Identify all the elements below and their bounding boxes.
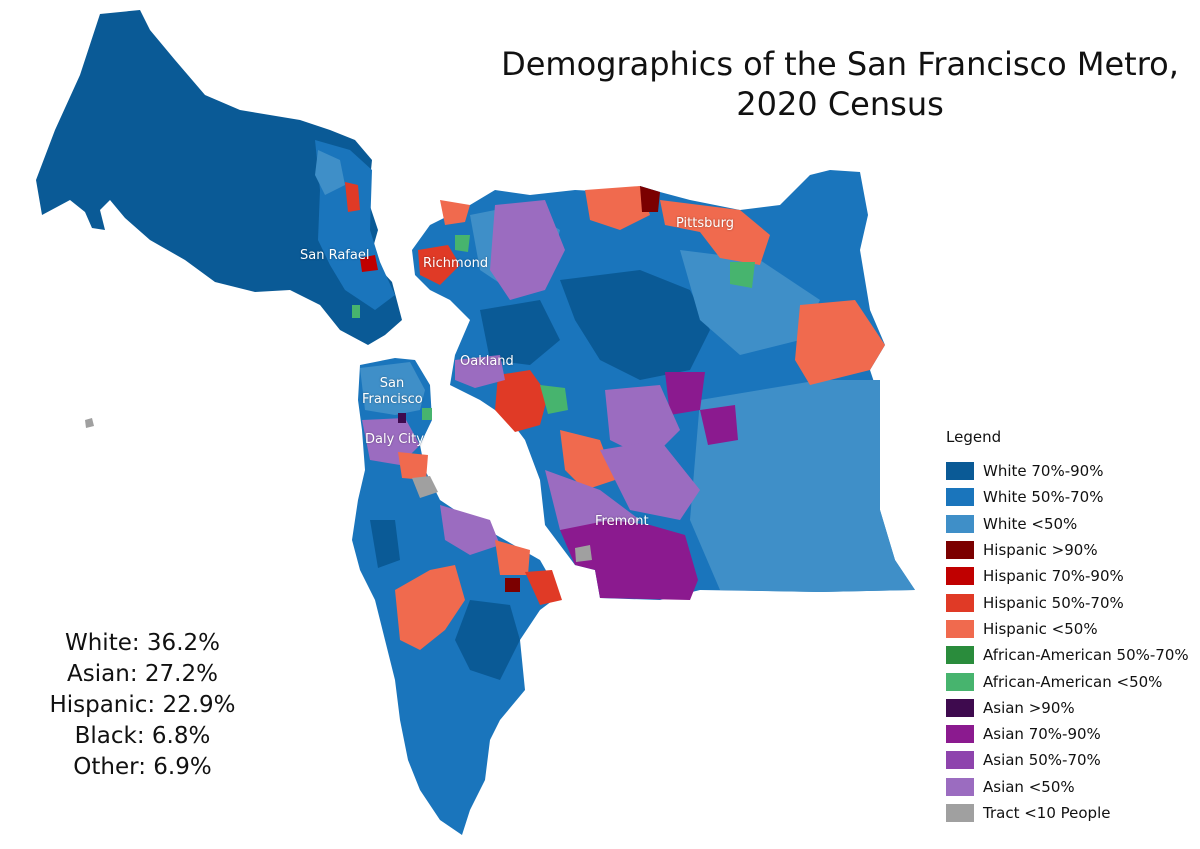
legend-label: White <50% — [983, 514, 1078, 533]
city-label-san-francisco-line-2: Francisco — [362, 392, 423, 407]
stat-line: Asian: 27.2% — [67, 661, 218, 687]
legend-label: White 70%-90% — [983, 462, 1104, 481]
map-title: Demographics of the San Francisco Metro,… — [470, 44, 1200, 124]
legend-item: Hispanic 50%-70% — [946, 589, 1196, 615]
legend-swatch — [946, 646, 974, 665]
legend-swatch — [946, 619, 974, 638]
city-label-san-francisco: San Francisco — [362, 376, 423, 408]
legend-item: Hispanic <50% — [946, 616, 1196, 642]
stat-line: Other: 6.9% — [73, 754, 212, 780]
legend-item: Asian 50%-70% — [946, 747, 1196, 773]
city-label-pittsburg: Pittsburg — [676, 216, 734, 231]
legend-label: Hispanic >90% — [983, 541, 1098, 560]
legend-label: Asian 50%-70% — [983, 751, 1101, 770]
city-label-richmond: Richmond — [423, 256, 489, 271]
legend-label: African-American 50%-70% — [983, 646, 1189, 665]
legend-item: White <50% — [946, 511, 1196, 537]
legend: Legend White 70%-90% White 50%-70% White <… — [946, 428, 1196, 826]
legend-label: Hispanic <50% — [983, 619, 1098, 638]
legend-label: Hispanic 50%-70% — [983, 593, 1124, 612]
legend-swatch — [946, 488, 974, 507]
legend-label: African-American <50% — [983, 672, 1163, 691]
legend-item: White 50%-70% — [946, 484, 1196, 510]
stat-line: Black: 6.8% — [74, 723, 211, 749]
legend-label: Asian >90% — [983, 698, 1075, 717]
legend-label: White 50%-70% — [983, 488, 1104, 507]
legend-label: Asian 70%-90% — [983, 725, 1101, 744]
legend-item: African-American 50%-70% — [946, 642, 1196, 668]
legend-swatch — [946, 804, 974, 822]
legend-swatch — [946, 672, 974, 691]
city-label-san-francisco-line-1: San — [379, 376, 405, 391]
title-line-1: Demographics of the San Francisco Metro, — [501, 45, 1179, 83]
legend-item: Asian >90% — [946, 695, 1196, 721]
legend-label: Hispanic 70%-90% — [983, 567, 1124, 586]
city-label-san-rafael: San Rafael — [300, 248, 370, 263]
legend-swatch — [946, 462, 974, 481]
legend-label: Asian <50% — [983, 777, 1075, 796]
legend-swatch — [946, 751, 974, 770]
legend-swatch — [946, 541, 974, 560]
legend-item: African-American <50% — [946, 668, 1196, 694]
city-label-fremont: Fremont — [595, 514, 649, 529]
legend-swatch — [946, 593, 974, 612]
legend-swatch — [946, 698, 974, 717]
legend-swatch — [946, 725, 974, 744]
legend-item: Tract <10 People — [946, 800, 1196, 826]
stat-line: White: 36.2% — [64, 630, 220, 656]
legend-item: Hispanic 70%-90% — [946, 563, 1196, 589]
legend-item: Asian 70%-90% — [946, 721, 1196, 747]
stat-line: Hispanic: 22.9% — [49, 692, 236, 718]
legend-swatch — [946, 514, 974, 533]
marin-county — [36, 10, 402, 345]
legend-items: White 70%-90% White 50%-70% White <50% Hisp… — [946, 458, 1196, 826]
population-stats: White: 36.2% Asian: 27.2% Hispanic: 22.9% B… — [30, 628, 255, 783]
title-line-2: 2020 Census — [736, 85, 944, 123]
legend-item: Asian <50% — [946, 774, 1196, 800]
legend-heading: Legend — [946, 428, 1002, 446]
city-label-daly-city: Daly City — [365, 432, 424, 447]
city-label-oakland: Oakland — [460, 354, 514, 369]
legend-swatch — [946, 777, 974, 796]
legend-swatch — [946, 567, 974, 586]
legend-item: White 70%-90% — [946, 458, 1196, 484]
stat-lines: White: 36.2% Asian: 27.2% Hispanic: 22.9% B… — [30, 628, 255, 783]
legend-item: Hispanic >90% — [946, 537, 1196, 563]
legend-label: Tract <10 People — [983, 804, 1111, 822]
